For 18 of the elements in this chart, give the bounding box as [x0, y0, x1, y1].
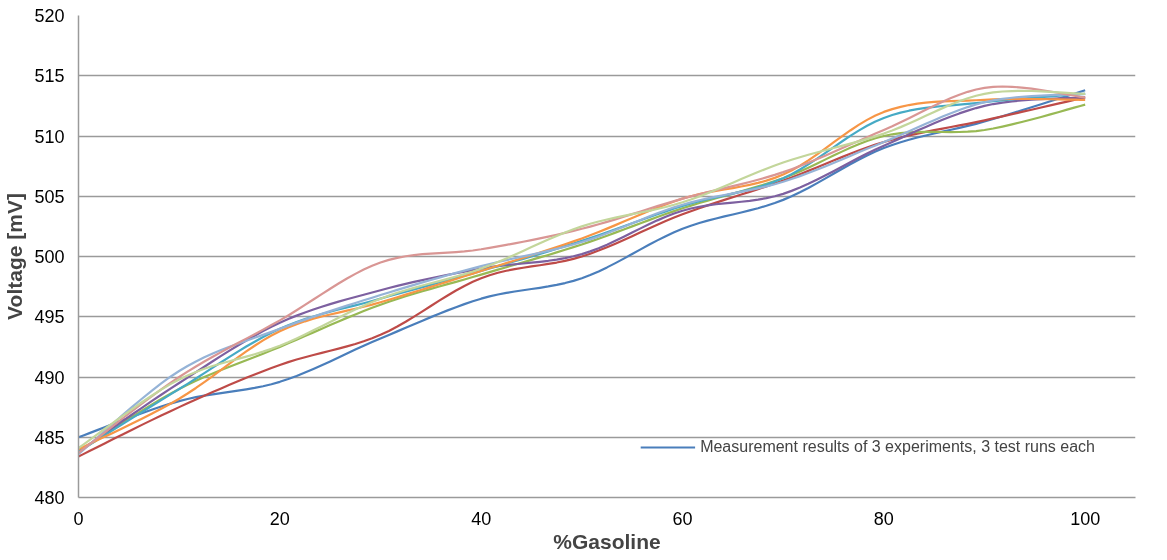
x-tick-label: 20: [269, 508, 290, 529]
y-tick-label: 485: [34, 427, 65, 448]
x-tick-label: 0: [73, 508, 84, 529]
x-tick-label: 40: [471, 508, 492, 529]
y-tick-label: 495: [34, 307, 65, 328]
y-tick-label: 500: [34, 247, 65, 267]
x-tick-label: 60: [672, 508, 693, 529]
x-tick-label: 100: [1070, 508, 1101, 529]
y-tick-label: 505: [34, 186, 65, 207]
y-tick-label: 490: [34, 367, 65, 388]
y-tick-label: 515: [34, 66, 65, 87]
legend-label: Measurement results of 3 experiments, 3 test runs each: [700, 438, 1095, 456]
x-tick-label: 80: [873, 508, 894, 529]
y-tick-label: 480: [34, 488, 65, 508]
y-tick-label: 510: [34, 126, 65, 147]
y-tick-label: 520: [34, 6, 65, 26]
y-axis-title: Voltage [mV]: [3, 193, 27, 320]
x-axis-title: %Gasoline: [553, 529, 661, 553]
